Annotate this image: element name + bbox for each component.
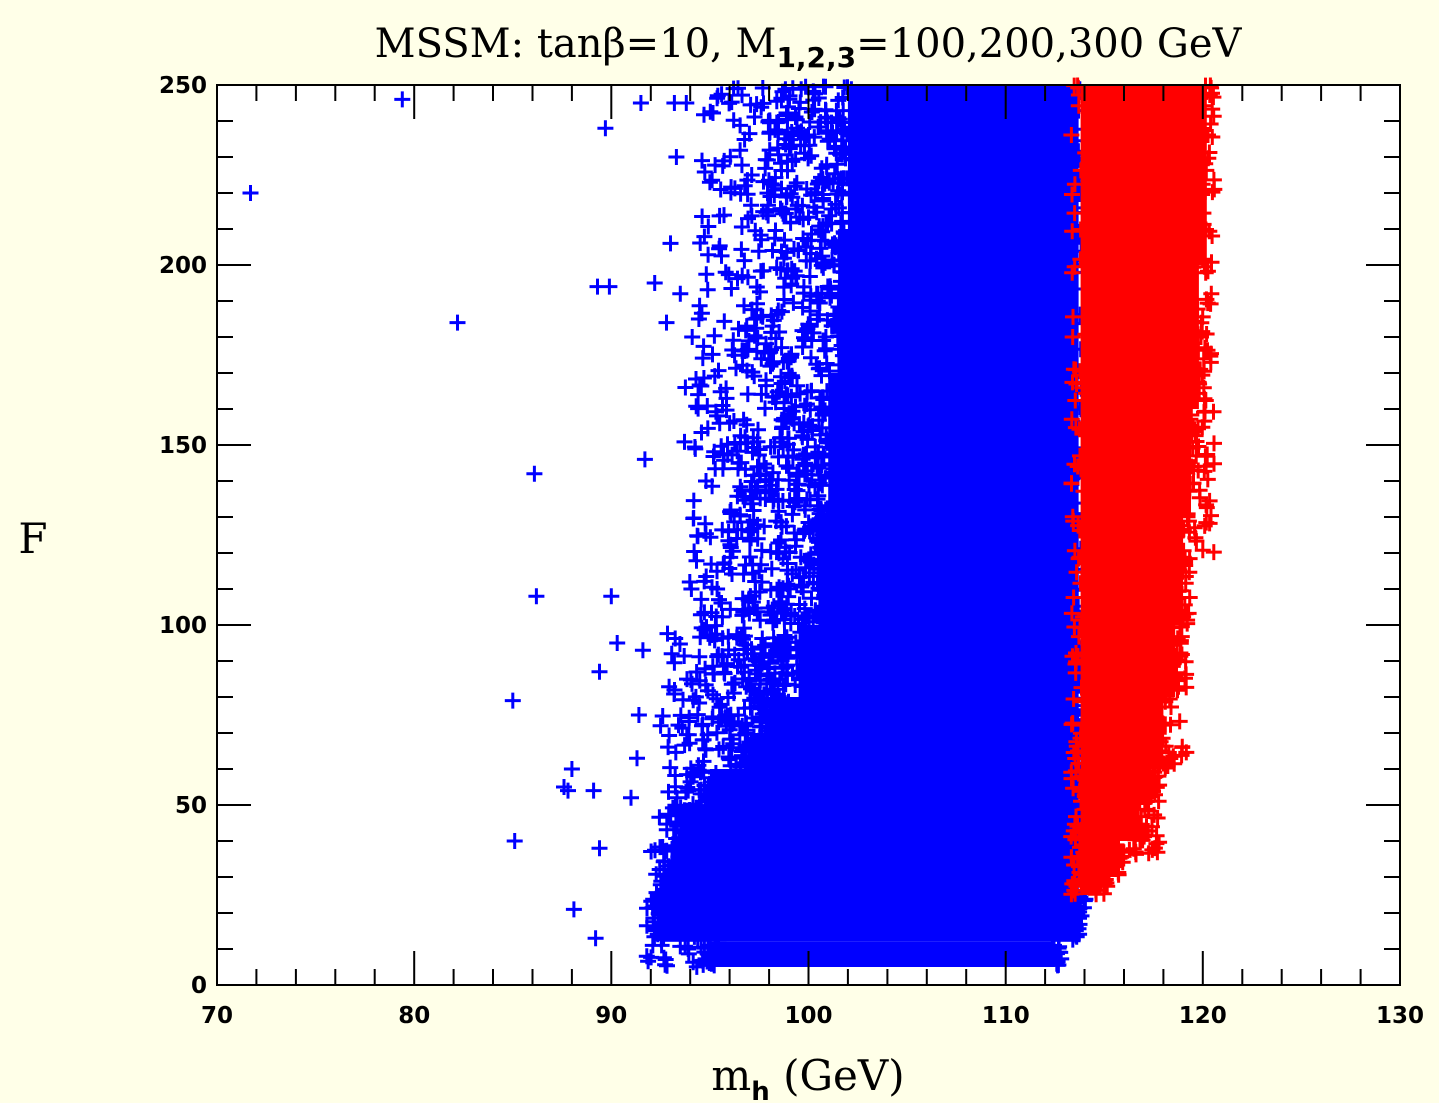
data-points-layer — [242, 77, 1223, 975]
y-tick-label: 0 — [191, 973, 207, 999]
chart-title-main: MSSM: tanβ=10, M — [375, 21, 777, 67]
dense-region-2-7 — [1080, 517, 1184, 625]
dense-region-1-8 — [769, 697, 1079, 733]
x-axis-label-main: m — [711, 1051, 751, 1100]
x-axis-label: mh (GeV) — [711, 1051, 904, 1103]
dense-region-1-2 — [660, 913, 1075, 942]
y-tick-label: 150 — [159, 433, 207, 459]
dense-region-1-3 — [660, 877, 1079, 913]
dense-region-2-9 — [1080, 265, 1199, 409]
x-tick-label: 130 — [1376, 1003, 1424, 1029]
dense-region-1-7 — [749, 733, 1079, 769]
y-tick-label: 50 — [175, 793, 207, 819]
dense-region-2-6 — [1080, 625, 1176, 697]
dense-region-1-4 — [670, 841, 1079, 877]
x-tick-label: 80 — [398, 1003, 430, 1029]
x-axis-label-subscript: h — [751, 1077, 770, 1103]
series-1 — [242, 78, 1094, 975]
dense-region-1-5 — [680, 805, 1079, 841]
dense-region-1-11 — [828, 373, 1079, 517]
chart-title-subscript: 1,2,3 — [776, 41, 856, 74]
dense-region-1-1 — [709, 941, 1055, 967]
chart-title: MSSM: tanβ=10, M1,2,3=100,200,300 GeV — [375, 21, 1243, 74]
dense-region-1-12 — [838, 229, 1079, 373]
dense-region-2-5 — [1080, 697, 1164, 769]
dense-region-2-10 — [1080, 85, 1207, 265]
x-tick-label: 90 — [595, 1003, 627, 1029]
y-tick-label: 200 — [159, 253, 207, 279]
x-axis-label-suffix: (GeV) — [770, 1051, 905, 1100]
chart-title-suffix: =100,200,300 GeV — [856, 21, 1242, 67]
cross-markers-2 — [1063, 77, 1223, 903]
x-tick-label: 100 — [784, 1003, 832, 1029]
x-tick-label: 70 — [201, 1003, 233, 1029]
x-tick-label: 120 — [1179, 1003, 1227, 1029]
y-axis-label: F — [18, 514, 47, 563]
series-2 — [1063, 77, 1223, 903]
axis-ticks — [216, 84, 1401, 986]
dense-region-1-9 — [798, 625, 1079, 697]
dense-region-1-6 — [709, 769, 1079, 805]
y-tick-label: 250 — [159, 73, 207, 99]
dense-region-1-13 — [847, 85, 1079, 229]
axes-layer: 70 80 90 100 110 120 130 0 50 100 150 200 250 — [159, 73, 1424, 1029]
y-tick-label: 100 — [159, 613, 207, 639]
dense-region-2-8 — [1080, 409, 1191, 517]
x-tick-label: 110 — [982, 1003, 1030, 1029]
dense-region-1-10 — [818, 517, 1079, 625]
